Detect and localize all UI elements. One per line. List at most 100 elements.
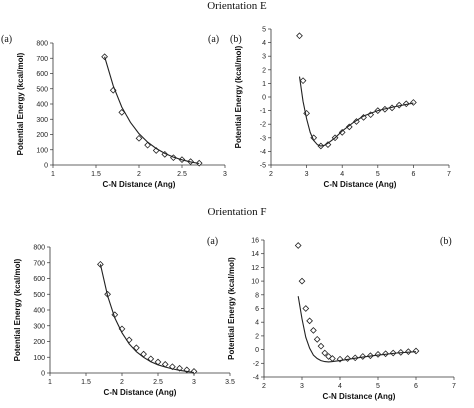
x-tick-label: 3 bbox=[192, 379, 196, 386]
x-tick-label: 4 bbox=[340, 171, 344, 178]
x-tick-label: 7 bbox=[447, 171, 451, 178]
y-tick-label: 500 bbox=[33, 292, 45, 299]
y-tick-label: 100 bbox=[36, 147, 48, 154]
y-tick-label: -2 bbox=[260, 122, 266, 129]
data-point bbox=[310, 327, 317, 334]
y-tick-label: 1 bbox=[262, 81, 266, 88]
y-tick-label: 4 bbox=[262, 40, 266, 47]
y-tick-label: 0 bbox=[44, 163, 48, 170]
data-point bbox=[294, 242, 302, 249]
data-point bbox=[405, 348, 412, 356]
y-tick-label: -3 bbox=[260, 135, 266, 142]
x-tick-label: 2 bbox=[137, 171, 141, 178]
y-tick-label: -1 bbox=[260, 108, 266, 115]
x-axis-label: C-N Distance (Ang) bbox=[104, 388, 177, 397]
x-axis-label: C-N Distance (Ang) bbox=[324, 180, 397, 189]
x-tick-label: 1.5 bbox=[81, 379, 91, 386]
data-point bbox=[144, 141, 151, 149]
data-point bbox=[183, 366, 191, 374]
y-tick-label: 200 bbox=[33, 339, 45, 346]
x-axis-label: C-N Distance (Ang) bbox=[103, 180, 176, 189]
data-point bbox=[306, 317, 313, 325]
y-axis-label: Potential Energy (kcal/mol) bbox=[16, 52, 25, 155]
fit-curve bbox=[297, 296, 417, 363]
x-tick-label: 1 bbox=[51, 171, 55, 178]
y-tick-label: 800 bbox=[33, 245, 45, 252]
y-tick-label: 14 bbox=[251, 251, 259, 258]
y-tick-label: 300 bbox=[36, 117, 48, 124]
y-tick-label: 2 bbox=[262, 67, 266, 74]
data-point bbox=[302, 305, 310, 312]
y-axis-label: Potential Energy (kcal/mol) bbox=[13, 258, 22, 361]
data-point bbox=[410, 99, 417, 106]
data-point bbox=[299, 77, 307, 85]
fit-curve bbox=[104, 56, 200, 165]
data-point bbox=[317, 342, 325, 350]
data-point bbox=[395, 101, 403, 109]
y-tick-label: -5 bbox=[260, 163, 266, 170]
y-tick-label: 8 bbox=[255, 292, 259, 299]
y-tick-label: 400 bbox=[33, 308, 45, 315]
data-point bbox=[344, 355, 351, 362]
x-tick-label: 1.5 bbox=[91, 171, 101, 178]
y-tick-label: 3 bbox=[262, 54, 266, 61]
y-axis-label: Potential Energy (kcal/mol) bbox=[227, 257, 236, 360]
x-tick-label: 2 bbox=[120, 379, 124, 386]
data-point bbox=[161, 150, 169, 158]
x-tick-label: 2.5 bbox=[153, 379, 163, 386]
y-tick-label: 700 bbox=[36, 56, 48, 63]
panel-label-e-a: (a) bbox=[208, 34, 220, 45]
y-tick-label: 100 bbox=[33, 355, 45, 362]
x-tick-label: 5 bbox=[376, 383, 380, 390]
y-tick-label: 5 bbox=[262, 27, 266, 34]
chart-4: -4 -2 0 2 4 6 8 10 12 14 16 2 3 4 5 6 7 C-N Distance (Ang… bbox=[227, 238, 456, 402]
data-point bbox=[298, 277, 306, 285]
y-tick-label: 300 bbox=[33, 323, 45, 330]
y-tick-label: 12 bbox=[251, 265, 259, 272]
x-tick-label: 3 bbox=[305, 171, 309, 178]
y-tick-label: 4 bbox=[255, 320, 259, 327]
chart-1: 0 100 200 300 400 500 600 700 800 1 1.5 2 2.5 3 C-N Di… bbox=[16, 41, 227, 190]
y-tick-label: 800 bbox=[36, 41, 48, 48]
y-tick-label: -4 bbox=[260, 149, 266, 156]
x-tick-label: 3.5 bbox=[225, 379, 235, 386]
panel-label-e-b: (b) bbox=[230, 34, 242, 45]
chart-2: -5 -4 -3 -2 -1 0 1 2 3 4 5 2 3 4 5 6 7 C-N Distance (Ang)… bbox=[234, 27, 451, 190]
fit-curve bbox=[99, 264, 195, 374]
x-tick-label: 2 bbox=[269, 171, 273, 178]
x-tick-label: 6 bbox=[414, 383, 418, 390]
y-tick-label: 700 bbox=[33, 260, 45, 267]
data-point bbox=[313, 335, 321, 343]
y-tick-label: 200 bbox=[36, 132, 48, 139]
data-point bbox=[133, 344, 140, 352]
y-tick-label: 500 bbox=[36, 86, 48, 93]
data-point bbox=[176, 364, 183, 372]
y-tick-label: 0 bbox=[255, 347, 259, 354]
x-tick-label: 3 bbox=[300, 383, 304, 390]
data-point bbox=[324, 141, 332, 148]
y-tick-label: 600 bbox=[33, 276, 45, 283]
x-axis-label: C-N Distance (Ang) bbox=[323, 392, 396, 401]
panel-label-e-outer: (a) bbox=[1, 34, 13, 45]
x-tick-label: 1 bbox=[48, 379, 52, 386]
orientation-f-header: Orientation F bbox=[207, 206, 267, 218]
fit-curve bbox=[298, 76, 414, 147]
data-point bbox=[374, 351, 382, 358]
y-axis-label: Potential Energy (kcal/mol) bbox=[234, 45, 243, 148]
y-tick-label: 2 bbox=[255, 333, 259, 340]
y-tick-label: 600 bbox=[36, 71, 48, 78]
data-point bbox=[338, 128, 346, 136]
x-tick-label: 2.5 bbox=[177, 171, 187, 178]
x-tick-label: 6 bbox=[411, 171, 415, 178]
data-point bbox=[135, 134, 143, 142]
y-tick-label: 0 bbox=[41, 371, 45, 378]
orientation-e-header: Orientation E bbox=[207, 0, 267, 12]
y-tick-label: 6 bbox=[255, 306, 259, 313]
data-point bbox=[345, 123, 353, 131]
y-tick-label: 16 bbox=[251, 238, 259, 245]
y-tick-label: -4 bbox=[253, 375, 259, 382]
data-point bbox=[321, 349, 329, 357]
panel-label-f-a: (a) bbox=[207, 236, 219, 247]
y-tick-label: -2 bbox=[253, 361, 259, 368]
